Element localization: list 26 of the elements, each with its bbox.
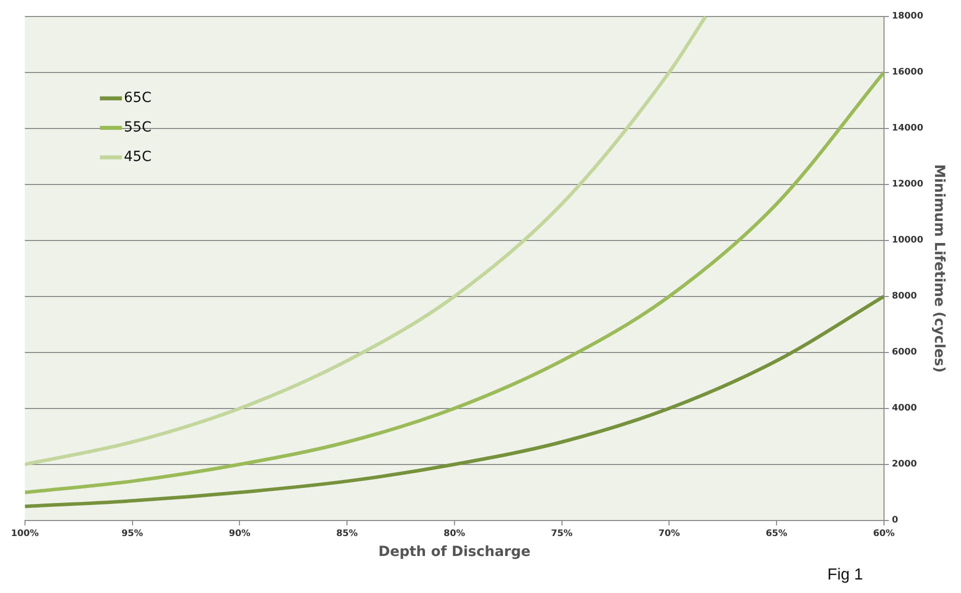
x-tick-label: 95%: [122, 529, 144, 540]
caption: Fig 1: [827, 566, 864, 584]
y-tick-label: 4000: [892, 404, 917, 414]
x-tick-label: 80%: [444, 529, 466, 540]
legend-label: 45C: [124, 149, 152, 166]
x-tick-label: 90%: [228, 529, 250, 540]
x-axis-title: Depth of Discharge: [378, 544, 530, 560]
line-series: [24, 16, 708, 466]
y-tick-label: 14000: [892, 124, 924, 134]
legend-label: 65C: [124, 90, 152, 106]
y-tick-label: 2000: [892, 460, 917, 470]
y-tick-label: 6000: [892, 348, 917, 358]
y-tick-label: 8000: [892, 292, 917, 302]
x-tick-label: 60%: [873, 529, 895, 540]
legend-label: 55C: [124, 120, 152, 136]
x-tick-label: 100%: [10, 529, 39, 540]
x-tick-label: 85%: [336, 529, 358, 540]
x-tick-label: 70%: [658, 529, 680, 540]
y-tick-label: 0: [892, 516, 898, 526]
y-tick-label: 16000: [892, 68, 924, 78]
x-tick-label: 75%: [550, 529, 573, 540]
y-tick-label: 10000: [892, 236, 924, 246]
y-tick-label: 12000: [892, 180, 924, 190]
y-axis-title: Minimum Lifetime (cycles): [930, 164, 947, 373]
y-tick-label: 18000: [892, 12, 924, 22]
x-tick-label: 65%: [766, 529, 788, 540]
